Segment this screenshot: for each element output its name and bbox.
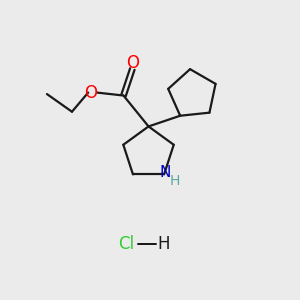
Text: O: O bbox=[126, 54, 139, 72]
Text: H: H bbox=[157, 235, 169, 253]
Text: O: O bbox=[84, 84, 97, 102]
Text: H: H bbox=[170, 174, 181, 188]
Text: Cl: Cl bbox=[118, 235, 134, 253]
Text: N: N bbox=[160, 165, 171, 180]
